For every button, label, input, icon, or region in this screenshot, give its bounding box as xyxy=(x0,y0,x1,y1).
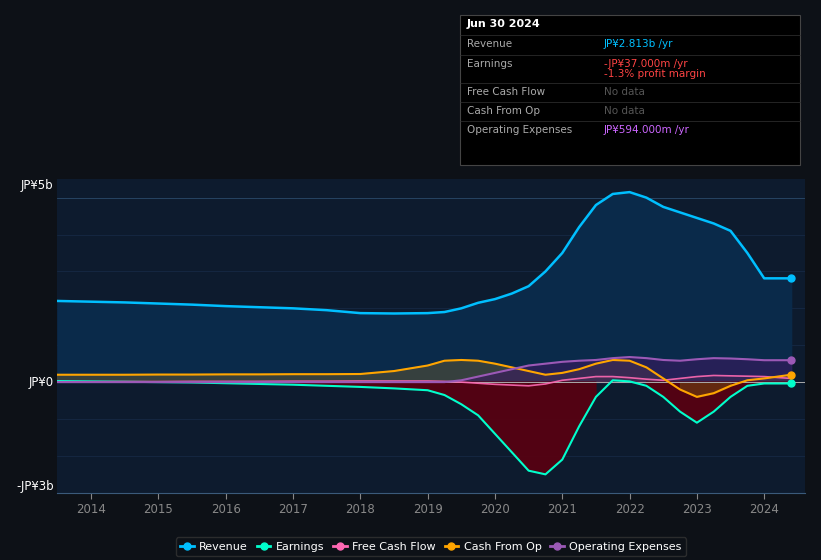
Text: Free Cash Flow: Free Cash Flow xyxy=(466,87,544,96)
Text: -JP¥37.000m /yr: -JP¥37.000m /yr xyxy=(603,59,687,68)
Text: Cash From Op: Cash From Op xyxy=(466,106,539,115)
Text: Revenue: Revenue xyxy=(466,39,511,49)
Legend: Revenue, Earnings, Free Cash Flow, Cash From Op, Operating Expenses: Revenue, Earnings, Free Cash Flow, Cash … xyxy=(176,538,686,556)
Text: No data: No data xyxy=(603,87,644,96)
Text: -JP¥3b: -JP¥3b xyxy=(16,480,53,493)
Text: JP¥5b: JP¥5b xyxy=(21,179,53,192)
Text: No data: No data xyxy=(603,106,644,115)
Text: Jun 30 2024: Jun 30 2024 xyxy=(466,20,540,29)
Text: -1.3% profit margin: -1.3% profit margin xyxy=(603,69,705,78)
Text: Earnings: Earnings xyxy=(466,59,512,68)
Text: Operating Expenses: Operating Expenses xyxy=(466,125,571,134)
Text: JP¥594.000m /yr: JP¥594.000m /yr xyxy=(603,125,690,134)
Text: JP¥2.813b /yr: JP¥2.813b /yr xyxy=(603,39,673,49)
Text: JP¥0: JP¥0 xyxy=(29,376,53,389)
